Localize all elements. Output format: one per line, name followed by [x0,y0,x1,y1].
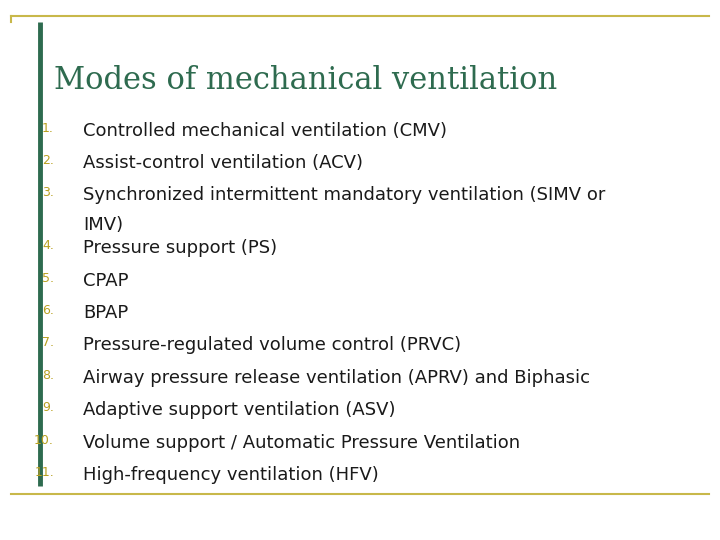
Text: BPAP: BPAP [83,304,128,322]
Text: 10.: 10. [34,434,54,447]
Text: Airway pressure release ventilation (APRV) and Biphasic: Airway pressure release ventilation (APR… [83,369,590,387]
Text: 9.: 9. [42,401,54,414]
Text: 7.: 7. [42,336,54,349]
Text: 4.: 4. [42,239,54,252]
Text: Assist-control ventilation (ACV): Assist-control ventilation (ACV) [83,154,363,172]
Text: Adaptive support ventilation (ASV): Adaptive support ventilation (ASV) [83,401,395,419]
Text: Volume support / Automatic Pressure Ventilation: Volume support / Automatic Pressure Vent… [83,434,520,451]
Text: 8.: 8. [42,369,54,382]
Text: High-frequency ventilation (HFV): High-frequency ventilation (HFV) [83,466,379,484]
Text: 11.: 11. [35,466,54,479]
Text: 6.: 6. [42,304,54,317]
Text: 5.: 5. [42,272,54,285]
Text: 2.: 2. [42,154,54,167]
Text: Pressure-regulated volume control (PRVC): Pressure-regulated volume control (PRVC) [83,336,461,354]
Text: Controlled mechanical ventilation (CMV): Controlled mechanical ventilation (CMV) [83,122,447,139]
Text: Pressure support (PS): Pressure support (PS) [83,239,277,257]
Text: IMV): IMV) [83,216,123,234]
Text: Modes of mechanical ventilation: Modes of mechanical ventilation [54,65,557,96]
Text: 1.: 1. [42,122,54,134]
Text: 3.: 3. [42,186,54,199]
Text: CPAP: CPAP [83,272,128,289]
Text: Synchronized intermittent mandatory ventilation (SIMV or: Synchronized intermittent mandatory vent… [83,186,606,204]
